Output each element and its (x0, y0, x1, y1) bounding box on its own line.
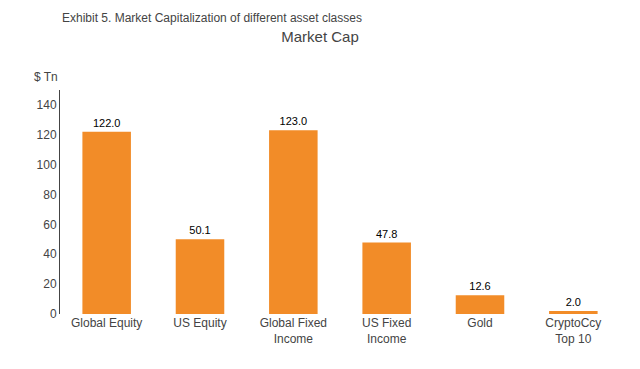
svg-text:US Equity: US Equity (173, 316, 226, 330)
svg-text:50.1: 50.1 (189, 224, 210, 236)
svg-text:Global Equity: Global Equity (71, 316, 142, 330)
svg-text:Market Cap: Market Cap (281, 28, 359, 45)
svg-text:47.8: 47.8 (376, 228, 397, 240)
svg-text:60: 60 (43, 218, 57, 232)
svg-text:123.0: 123.0 (280, 115, 308, 127)
svg-text:122.0: 122.0 (93, 117, 121, 129)
svg-text:80: 80 (43, 188, 57, 202)
svg-text:Exhibit 5. Market Capitalizati: Exhibit 5. Market Capitalization of diff… (62, 11, 362, 25)
svg-text:40: 40 (43, 247, 57, 261)
svg-text:2.0: 2.0 (566, 296, 581, 308)
svg-text:Global FixedIncome: Global FixedIncome (260, 316, 327, 346)
svg-text:100: 100 (37, 158, 57, 172)
svg-text:12.6: 12.6 (469, 280, 490, 292)
svg-text:Gold: Gold (467, 316, 492, 330)
svg-text:$ Tn: $ Tn (34, 70, 58, 84)
svg-text:US FixedIncome: US FixedIncome (362, 316, 411, 346)
svg-text:20: 20 (43, 277, 57, 291)
svg-text:CryptoCcyTop 10: CryptoCcyTop 10 (545, 316, 601, 346)
svg-text:140: 140 (37, 98, 57, 112)
svg-text:0: 0 (50, 307, 57, 321)
svg-text:120: 120 (37, 128, 57, 142)
